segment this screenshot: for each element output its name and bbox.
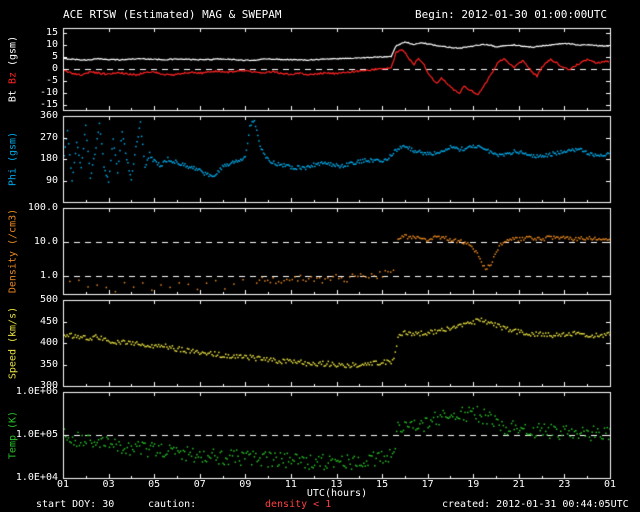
y-axis-label-mag: Bt Bz (gsm): [8, 33, 19, 105]
y-tick-label-speed: 400: [39, 337, 58, 348]
y-axis-label-phi: Phi (gsm): [8, 129, 19, 189]
y-axis-label-density: Density (/cm3): [8, 206, 19, 296]
y-tick-label-density: 10.0: [33, 236, 58, 248]
x-tick-label: 23: [558, 479, 571, 490]
x-tick-label: 19: [467, 479, 480, 490]
x-tick-label: 07: [193, 479, 206, 490]
y-tick-label-phi: 90: [45, 174, 58, 186]
x-tick-label: 21: [512, 479, 525, 490]
y-axis-label-part: Temp (K): [7, 410, 19, 460]
x-tick-label: 13: [330, 479, 343, 490]
x-tick-label: 03: [102, 479, 115, 490]
begin-timestamp: Begin: 2012-01-30 01:00:00UTC: [415, 8, 608, 21]
chart-title: ACE RTSW (Estimated) MAG & SWEPAM: [63, 8, 282, 21]
y-tick-label-phi: 270: [39, 131, 58, 143]
x-axis-label: UTC(hours): [306, 488, 368, 499]
y-axis-label-temp: Temp (K): [8, 408, 19, 462]
y-axis-label-part: Phi (gsm): [7, 131, 19, 187]
y-tick-label-speed: 450: [39, 315, 58, 327]
y-axis-label-part: (gsm): [7, 35, 19, 67]
y-tick-label-speed: 350: [39, 358, 58, 370]
x-tick-label: 01: [603, 479, 617, 490]
y-tick-label-mag: -5: [45, 75, 58, 87]
y-tick-label-speed: 300: [39, 380, 58, 391]
y-axis-label-part: Density (/cm3): [7, 208, 19, 294]
start-doy-label: start DOY: 30: [36, 499, 115, 510]
caution-label: caution:: [148, 499, 197, 510]
x-tick-label: 05: [148, 479, 161, 490]
y-axis-label-part: Bt: [7, 90, 19, 103]
y-tick-label-temp: 1.0E+06: [15, 386, 58, 397]
x-tick-label: 11: [284, 479, 297, 490]
x-tick-label: 17: [421, 479, 434, 490]
y-axis-label-part: Bz: [7, 72, 19, 85]
y-tick-label-mag: 15: [45, 26, 58, 38]
y-tick-label-mag: -15: [39, 99, 58, 111]
y-axis-label-speed: Speed (km/s): [8, 304, 19, 382]
y-tick-label-mag: -10: [39, 87, 58, 99]
y-tick-label-mag: 5: [51, 50, 58, 62]
y-tick-label-temp: 1.0E+05: [15, 429, 58, 440]
x-tick-label: 01: [56, 479, 70, 490]
x-tick-label: 15: [376, 479, 389, 490]
y-tick-label-speed: 500: [39, 294, 58, 305]
y-tick-label-temp: 1.0E+04: [15, 472, 58, 483]
x-tick-label: 09: [239, 479, 252, 490]
y-axis-label-part: Speed (km/s): [7, 306, 19, 380]
y-tick-label-phi: 180: [39, 153, 58, 164]
y-tick-label-density: 100.0: [27, 202, 58, 213]
y-tick-label-density: 1.0: [39, 270, 58, 282]
y-tick-label-mag: 0: [51, 63, 58, 74]
created-timestamp: created: 2012-01-31 00:44:05UTC: [442, 499, 629, 510]
y-tick-label-mag: 10: [45, 38, 58, 50]
y-tick-label-phi: 360: [39, 110, 58, 121]
caution-value: density < 1: [265, 499, 332, 510]
